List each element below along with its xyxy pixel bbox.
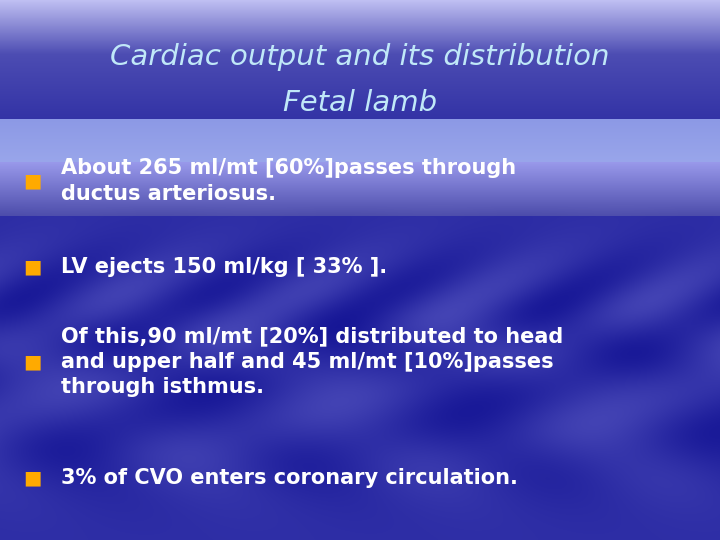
Text: ■: ■ — [23, 468, 42, 488]
Text: LV ejects 150 ml/kg [ 33% ].: LV ejects 150 ml/kg [ 33% ]. — [61, 257, 387, 278]
Text: ■: ■ — [23, 171, 42, 191]
Text: ■: ■ — [23, 352, 42, 372]
Text: 3% of CVO enters coronary circulation.: 3% of CVO enters coronary circulation. — [61, 468, 518, 488]
Text: Fetal lamb: Fetal lamb — [283, 89, 437, 117]
Text: About 265 ml/mt [60%]passes through
ductus arteriosus.: About 265 ml/mt [60%]passes through duct… — [61, 158, 516, 204]
Text: ■: ■ — [23, 258, 42, 277]
Text: Of this,90 ml/mt [20%] distributed to head
and upper half and 45 ml/mt [10%]pass: Of this,90 ml/mt [20%] distributed to he… — [61, 326, 564, 397]
Text: Cardiac output and its distribution: Cardiac output and its distribution — [110, 43, 610, 71]
